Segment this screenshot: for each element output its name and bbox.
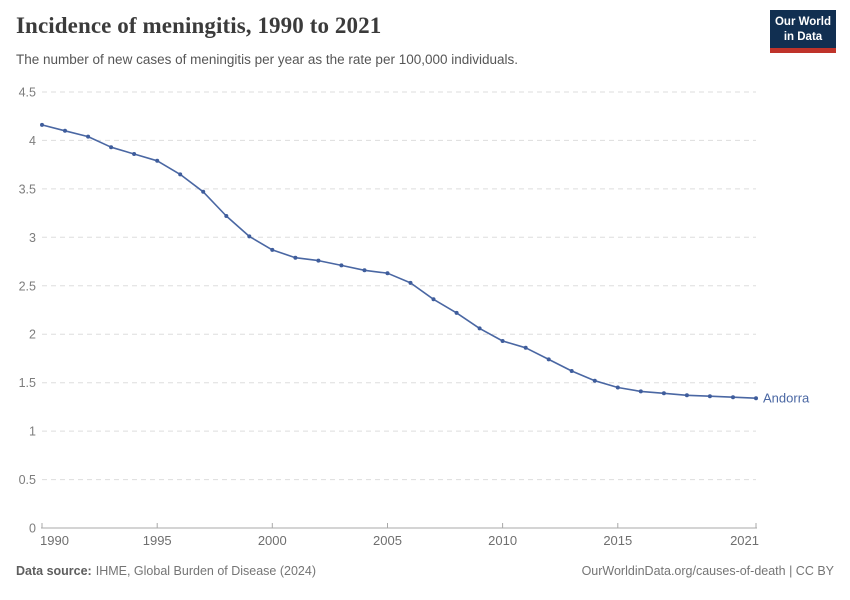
x-axis-labels: 1990 1995 2000 2005 2010 2015 2021 — [40, 533, 759, 548]
svg-text:2000: 2000 — [258, 533, 287, 548]
data-source-label: Data source: — [16, 564, 92, 578]
owid-logo-line1: Our World — [774, 16, 831, 28]
svg-text:2005: 2005 — [373, 533, 402, 548]
data-source-text: IHME, Global Burden of Disease (2024) — [95, 564, 316, 578]
svg-text:2.5: 2.5 — [19, 279, 36, 293]
gridlines — [42, 91, 756, 481]
page-subtitle: The number of new cases of meningitis pe… — [16, 52, 519, 67]
attribution-link: OurWorldinData.org/causes-of-death | CC … — [581, 564, 834, 578]
svg-text:2021: 2021 — [730, 533, 759, 548]
owid-logo[interactable]: Our World in Data — [770, 10, 836, 54]
owid-logo-line2: in Data — [783, 30, 823, 43]
chart-footer: Data source: IHME, Global Burden of Disea… — [16, 564, 834, 578]
svg-text:3.5: 3.5 — [19, 182, 36, 196]
svg-text:2010: 2010 — [488, 533, 517, 548]
svg-text:1990: 1990 — [40, 533, 69, 548]
series-markers — [40, 122, 758, 401]
page-title: Incidence of meningitis, 1990 to 2021 — [16, 13, 382, 38]
svg-text:1.5: 1.5 — [19, 376, 36, 390]
svg-text:1: 1 — [29, 425, 36, 439]
x-axis — [41, 523, 757, 529]
svg-text:0.5: 0.5 — [19, 473, 36, 487]
svg-text:2015: 2015 — [603, 533, 632, 548]
svg-text:4.5: 4.5 — [19, 86, 36, 100]
entity-label[interactable]: Andorra — [763, 391, 810, 406]
data-source: Data source: IHME, Global Burden of Disea… — [16, 564, 316, 578]
svg-text:4: 4 — [29, 134, 36, 148]
svg-text:3: 3 — [29, 231, 36, 245]
y-axis-labels: 0 0.5 1 1.5 2 2.5 3 3.5 4 4.5 — [19, 86, 36, 536]
svg-text:2: 2 — [29, 328, 36, 342]
svg-text:1995: 1995 — [143, 533, 172, 548]
line-chart: 0 0.5 1 1.5 2 2.5 3 3.5 4 4.5 1990 1995 2000 2005 2010… — [19, 86, 810, 549]
svg-text:0: 0 — [29, 522, 36, 536]
series-line-andorra — [41, 124, 757, 399]
